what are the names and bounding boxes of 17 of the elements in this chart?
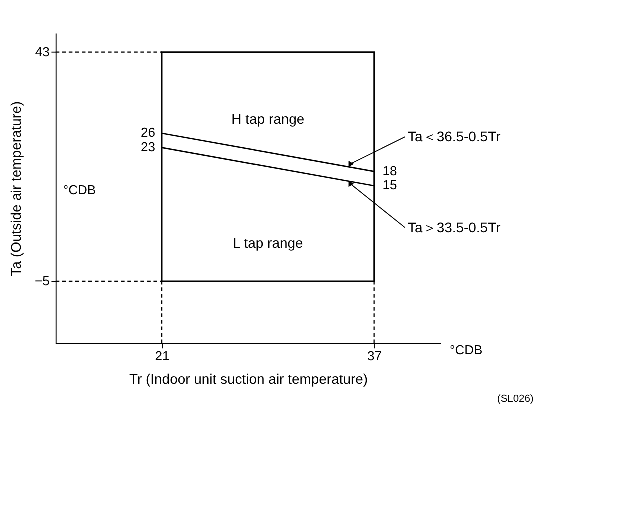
y-axis-title: Ta (Outside air temperature) [8,102,24,276]
data-label: 15 [382,178,398,193]
x-tick-label: 37 [368,348,382,364]
y-tick-label: 43 [35,44,50,60]
x-tick-label: 21 [155,348,170,364]
annotation: L tap range [233,234,304,251]
annotation: Ta＞33.5-0.5Tr [408,219,502,236]
y-tick-label: −5 [34,274,50,289]
data-label: 18 [382,163,398,178]
text: (SL026) [497,394,534,406]
data-label: 23 [141,140,156,155]
x-axis-title: Tr (Indoor unit suction air temperature) [129,371,368,388]
annotation: Ta＜36.5-0.5Tr [408,128,502,145]
annotation: H tap range [232,110,305,127]
text: °CDB [450,342,483,358]
annotation: °CDB [63,182,96,198]
data-label: 26 [141,125,156,140]
